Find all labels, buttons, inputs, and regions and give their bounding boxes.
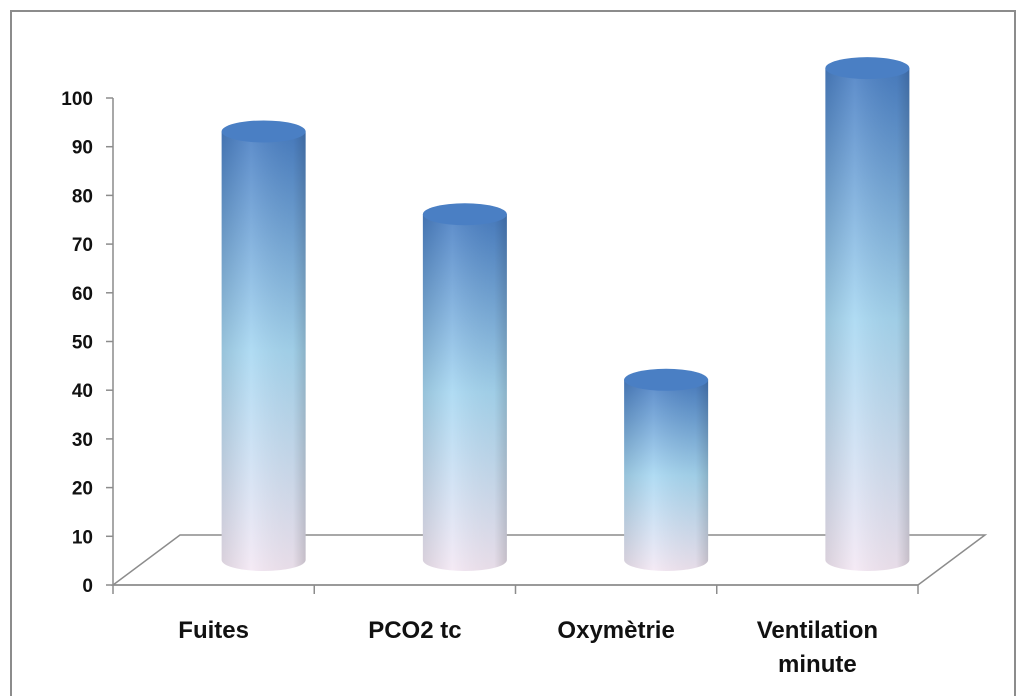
y-tick-label: 0 xyxy=(82,576,93,597)
y-tick-label: 70 xyxy=(72,235,93,256)
bar-top-cap xyxy=(624,368,709,391)
x-category-label: Ventilation minute xyxy=(757,617,878,678)
bar-top-cap xyxy=(422,203,507,226)
x-category-label: Oxymètrie xyxy=(557,617,674,644)
bar-top-cap xyxy=(221,120,306,143)
bar-top-cap xyxy=(825,57,910,80)
y-tick-label: 80 xyxy=(72,186,93,207)
y-tick-label: 90 xyxy=(72,138,93,159)
bar-ventilation-minute xyxy=(825,57,910,571)
y-tick-label: 100 xyxy=(61,89,93,110)
x-category-label: PCO2 tc xyxy=(368,617,461,644)
bar-shading xyxy=(624,379,709,571)
y-axis: 0 10 20 30 40 50 60 70 80 90 100 xyxy=(61,89,919,597)
y-tick-label: 40 xyxy=(72,381,93,402)
bar-shading xyxy=(825,68,910,571)
x-axis-labels: Fuites PCO2 tc Oxymètrie Ventilation minute xyxy=(178,617,878,678)
y-tick-label: 10 xyxy=(72,527,93,548)
y-tick-label: 30 xyxy=(72,430,93,451)
y-tick-label: 60 xyxy=(72,284,93,305)
y-tick-label: 20 xyxy=(72,479,93,500)
bar-shading xyxy=(221,131,306,571)
x-category-label: Fuites xyxy=(178,617,249,644)
bar-fuites xyxy=(221,120,306,571)
bar-pco2-tc xyxy=(422,203,507,572)
y-tick-label: 50 xyxy=(72,333,93,354)
bar-oxym-trie xyxy=(624,368,709,571)
bars xyxy=(221,57,910,572)
bar-shading xyxy=(422,214,507,572)
